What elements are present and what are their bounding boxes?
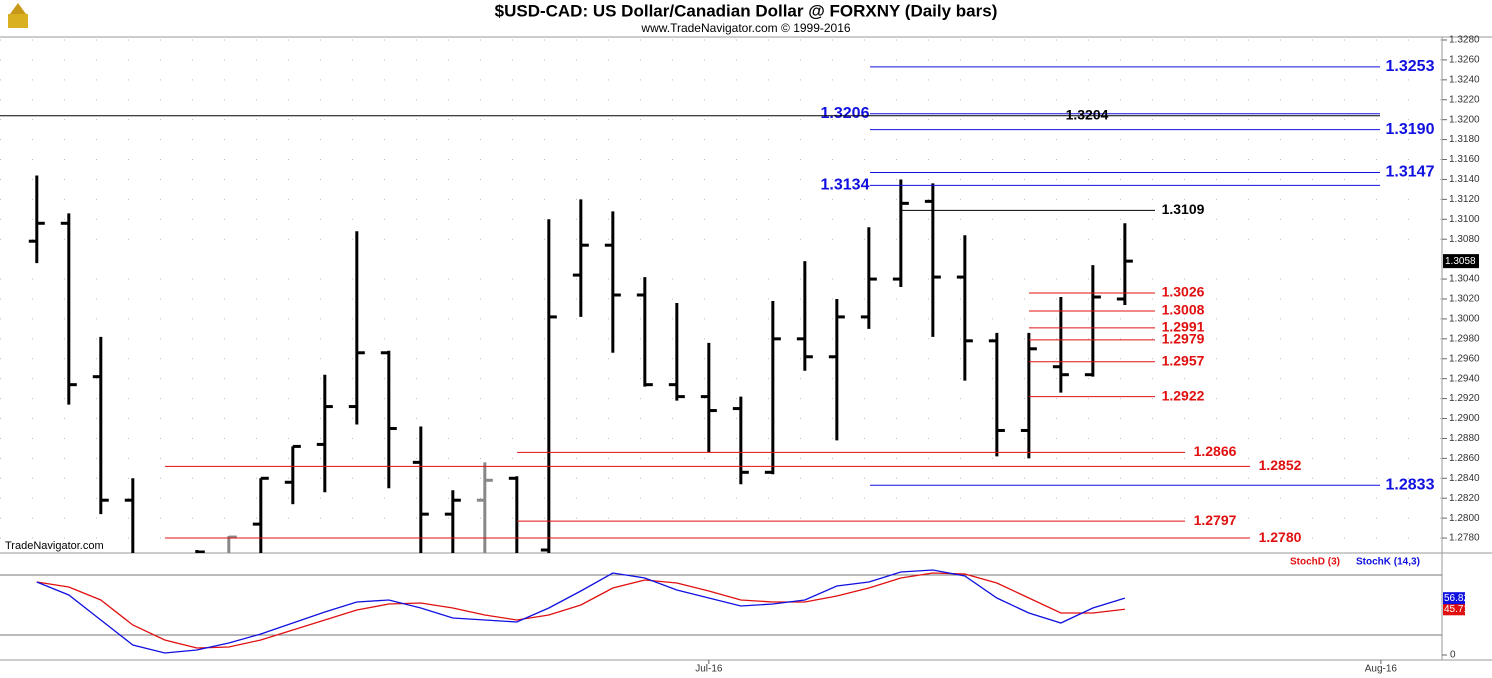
- y-tick-label: 1.3200: [1449, 114, 1480, 125]
- price-panel: [0, 39, 1442, 553]
- level-label: 1.2780: [1259, 529, 1302, 545]
- y-tick-label: 1.2860: [1449, 453, 1480, 464]
- y-tick-label: 1.3280: [1449, 35, 1480, 46]
- chart-title: $USD-CAD: US Dollar/Canadian Dollar @ FO…: [495, 1, 998, 20]
- last-price-box: [1443, 254, 1479, 269]
- y-tick-label: 0: [1450, 650, 1456, 661]
- stoch-line: [36, 569, 1126, 654]
- level-label: 1.3204: [1066, 106, 1109, 122]
- y-tick-label: 1.2840: [1449, 473, 1480, 484]
- y-tick-label: 1.3080: [1449, 234, 1480, 245]
- y-tick-label: 1.2920: [1449, 393, 1480, 404]
- y-tick-label: 1.3020: [1449, 294, 1480, 305]
- last-value: 56.82: [1444, 593, 1469, 604]
- y-tick-label: 1.3180: [1449, 134, 1480, 145]
- level-label: 1.2852: [1259, 457, 1302, 473]
- level-label: 1.2957: [1162, 352, 1205, 368]
- y-tick-label: 1.3120: [1449, 194, 1480, 205]
- y-tick-label: 1.2820: [1449, 493, 1480, 504]
- x-tick-label: Aug-16: [1365, 664, 1398, 675]
- y-tick-label: 1.3240: [1449, 74, 1480, 85]
- last-value-box: [1443, 592, 1465, 605]
- y-tick-label: 1.2980: [1449, 333, 1480, 344]
- y-tick-label: 1.3140: [1449, 174, 1480, 185]
- y-tick-label: 1.2780: [1449, 533, 1480, 544]
- level-label: 1.3253: [1386, 58, 1435, 75]
- y-tick-label: 1.3160: [1449, 154, 1480, 165]
- level-label: 1.2991: [1162, 319, 1205, 335]
- level-label: 1.3190: [1386, 121, 1435, 138]
- stoch-line: [36, 572, 1125, 649]
- last-value: 45.71: [1444, 604, 1469, 615]
- last-value-box: [1443, 603, 1465, 616]
- level-label: 1.3134: [821, 177, 870, 194]
- legend-entry: StochD (3): [1290, 557, 1340, 568]
- level-label: 1.3026: [1162, 284, 1205, 300]
- y-tick-label: 1.3220: [1449, 94, 1480, 105]
- level-label: 1.3206: [821, 105, 870, 122]
- y-tick-label: 1.3040: [1449, 274, 1480, 285]
- y-tick-label: 1.3100: [1449, 214, 1480, 225]
- y-tick-label: 1.2800: [1449, 513, 1480, 524]
- level-label: 1.2866: [1194, 443, 1237, 459]
- level-label: 1.2922: [1162, 387, 1205, 403]
- level-label: 1.3147: [1386, 164, 1435, 181]
- y-tick-label: 1.2880: [1449, 433, 1480, 444]
- logo: [8, 3, 28, 28]
- level-label: 1.2979: [1162, 331, 1205, 347]
- y-tick-label: 1.2960: [1449, 353, 1480, 364]
- level-label: 1.3109: [1162, 201, 1205, 217]
- last-price: 1.3058: [1445, 256, 1476, 267]
- level-label: 1.3008: [1162, 302, 1205, 318]
- x-tick-label: Jul-16: [695, 664, 723, 675]
- y-tick-label: 1.2900: [1449, 413, 1480, 424]
- y-tick-label: 1.2940: [1449, 373, 1480, 384]
- watermark: TradeNavigator.com: [5, 540, 104, 552]
- legend-entry: StochK (14,3): [1356, 557, 1420, 568]
- level-label: 1.2833: [1386, 476, 1435, 493]
- y-tick-label: 1.3260: [1449, 55, 1480, 66]
- y-tick-label: 1.3000: [1449, 314, 1480, 325]
- chart-subtitle: www.TradeNavigator.com © 1999-2016: [640, 21, 850, 35]
- level-label: 1.2797: [1194, 512, 1237, 528]
